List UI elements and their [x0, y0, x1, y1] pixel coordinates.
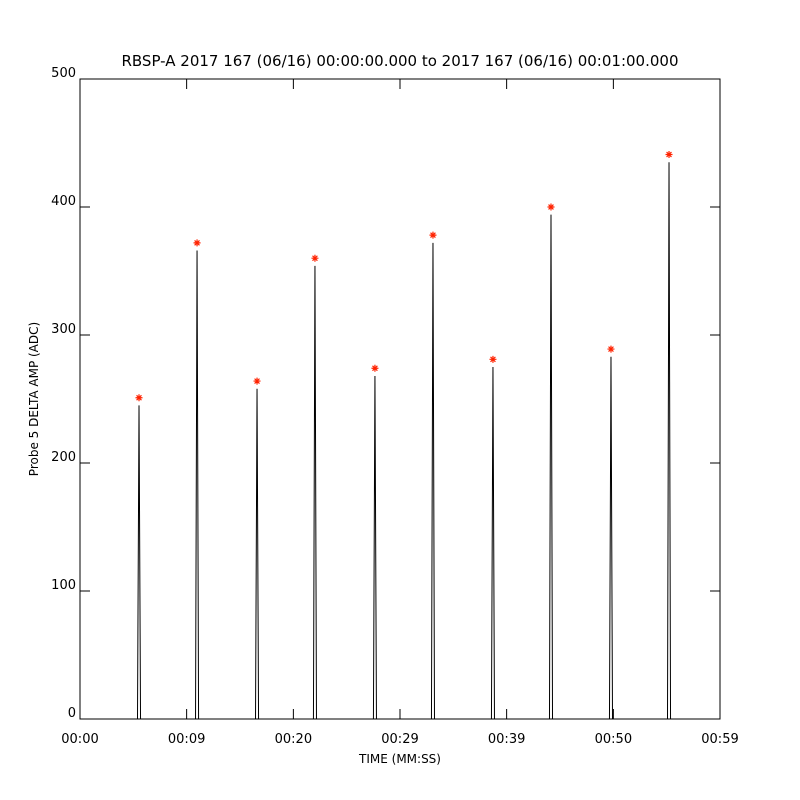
- y-axis-label: Probe 5 DELTA AMP (ADC): [27, 322, 41, 476]
- peak-marker: [547, 203, 555, 211]
- peak-marker: [489, 355, 497, 363]
- peak-marker: [607, 345, 615, 353]
- x-tick-label: 00:20: [275, 732, 312, 747]
- y-tick-label: 0: [68, 706, 76, 721]
- x-tick-label: 00:00: [61, 732, 98, 747]
- x-tick-label: 00:59: [701, 732, 738, 747]
- peak-marker: [253, 377, 261, 385]
- x-tick-label: 00:50: [595, 732, 632, 747]
- x-tick-label: 00:09: [168, 732, 205, 747]
- peak-marker: [429, 231, 437, 239]
- peak-marker: [135, 394, 143, 402]
- y-tick-label: 500: [51, 66, 76, 81]
- x-tick-label: 00:39: [488, 732, 525, 747]
- x-tick-label: 00:29: [381, 732, 418, 747]
- chart-title: RBSP-A 2017 167 (06/16) 00:00:00.000 to …: [121, 52, 678, 70]
- peak-marker: [193, 239, 201, 247]
- y-tick-label: 400: [51, 194, 76, 209]
- peak-marker: [311, 254, 319, 262]
- y-tick-label: 300: [51, 322, 76, 337]
- x-axis-label: TIME (MM:SS): [358, 752, 441, 766]
- peak-marker: [665, 151, 673, 159]
- signal-line: [80, 162, 720, 720]
- y-tick-label: 100: [51, 578, 76, 593]
- peak-marker: [371, 364, 379, 372]
- y-tick-label: 200: [51, 450, 76, 465]
